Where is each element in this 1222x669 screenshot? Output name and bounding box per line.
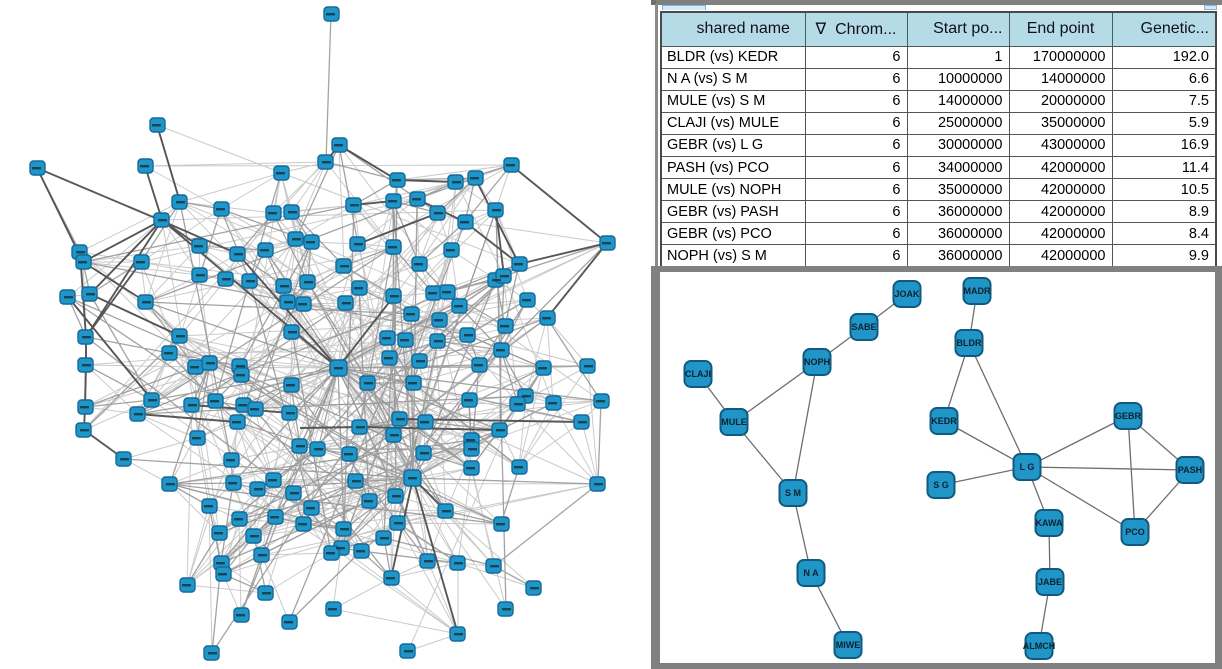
svg-text:S G: S G — [933, 480, 949, 490]
svg-text:GEBR: GEBR — [1115, 411, 1142, 421]
svg-text:CLAJI: CLAJI — [685, 369, 711, 379]
svg-text:KAWA: KAWA — [1036, 518, 1064, 528]
svg-text:N A: N A — [803, 568, 819, 578]
svg-text:PASH: PASH — [1178, 465, 1202, 475]
svg-text:NOPH: NOPH — [804, 357, 830, 367]
svg-text:KEDR: KEDR — [931, 416, 957, 426]
svg-text:MIWE: MIWE — [836, 640, 861, 650]
svg-text:BLDR: BLDR — [957, 338, 982, 348]
svg-text:MULE: MULE — [721, 417, 747, 427]
svg-text:MADR: MADR — [964, 286, 991, 296]
svg-text:S M: S M — [785, 488, 801, 498]
svg-text:L G: L G — [1020, 462, 1035, 472]
svg-text:ALMCH: ALMCH — [1023, 641, 1056, 651]
svg-text:JOAK: JOAK — [894, 289, 920, 299]
svg-text:SABE: SABE — [851, 322, 876, 332]
svg-text:JABE: JABE — [1038, 577, 1062, 587]
svg-text:PCO: PCO — [1125, 527, 1145, 537]
